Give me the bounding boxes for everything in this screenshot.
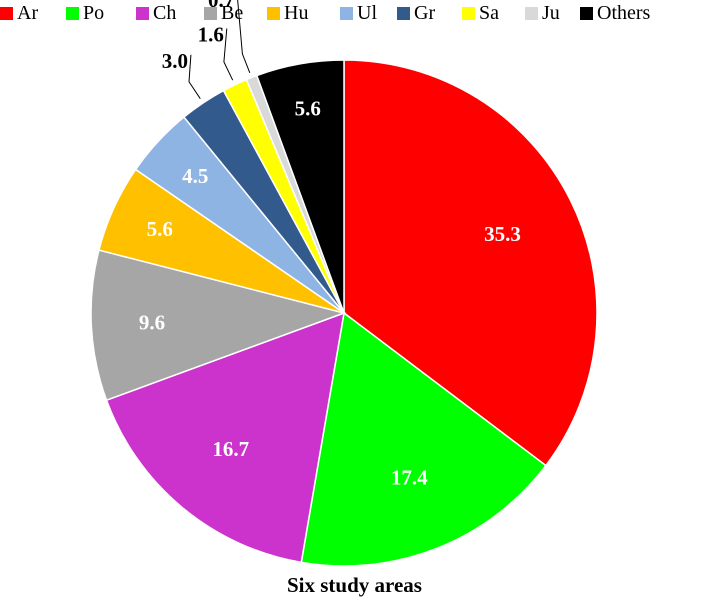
legend-label: Gr (414, 1, 436, 24)
pie-slice-others (255, 59, 345, 314)
legend-swatch (462, 6, 475, 20)
legend-label: Be (221, 1, 244, 24)
chart-legend: Ar Po Ch Be Hu Ul Gr Sa Ju Others (0, 0, 709, 28)
legend-label: Ju (542, 1, 560, 24)
leader-line (188, 54, 201, 99)
legend-label: Others (597, 1, 651, 24)
legend-swatch (204, 6, 217, 20)
leader-line (237, 0, 251, 73)
data-label-sa: 1.6 (198, 23, 224, 47)
legend-swatch (0, 6, 13, 20)
pie-slice-be (90, 249, 347, 402)
legend-item-ul: Ul (340, 1, 377, 25)
legend-item-gr: Gr (397, 1, 435, 25)
chart-title: Six study areas (287, 573, 422, 597)
legend-item-others: Others (580, 1, 650, 25)
data-label-hu: 5.6 (147, 217, 173, 241)
legend-label: Hu (284, 1, 309, 24)
legend-label: Ar (17, 1, 39, 24)
legend-label: Sa (479, 1, 499, 24)
legend-swatch (136, 6, 149, 20)
legend-label: Ul (357, 1, 377, 24)
data-label-ch: 16.7 (212, 437, 249, 461)
data-label-gr: 3.0 (162, 49, 188, 73)
legend-label: Po (83, 1, 105, 24)
data-label-ar: 35.3 (484, 222, 521, 246)
pie-chart: 35.3 17.4 16.7 9.6 5.6 4.5 3.0 1.6 0.7 5.6 (90, 0, 598, 567)
legend-item-po: Po (66, 1, 104, 25)
data-label-others: 5.6 (295, 97, 321, 121)
legend-item-be: Be (204, 1, 243, 25)
legend-swatch (580, 6, 593, 20)
pie-slice-ch (105, 311, 345, 564)
legend-item-hu: Hu (267, 1, 308, 25)
legend-swatch (525, 6, 538, 20)
legend-swatch (267, 6, 280, 20)
legend-item-sa: Sa (462, 1, 499, 25)
legend-item-ar: Ar (0, 1, 38, 25)
legend-swatch (340, 6, 353, 20)
legend-swatch (66, 6, 79, 20)
pie-slice-po (300, 311, 547, 567)
data-label-ul: 4.5 (182, 164, 208, 188)
legend-swatch (397, 6, 410, 20)
data-label-po: 17.4 (391, 466, 428, 490)
legend-item-ch: Ch (136, 1, 176, 25)
data-label-ju: 0.7 (208, 0, 234, 12)
data-label-be: 9.6 (139, 311, 165, 335)
legend-item-ju: Ju (525, 1, 560, 25)
pie-slice-ar (343, 59, 598, 467)
legend-label: Ch (153, 1, 177, 24)
leader-line (223, 28, 234, 81)
